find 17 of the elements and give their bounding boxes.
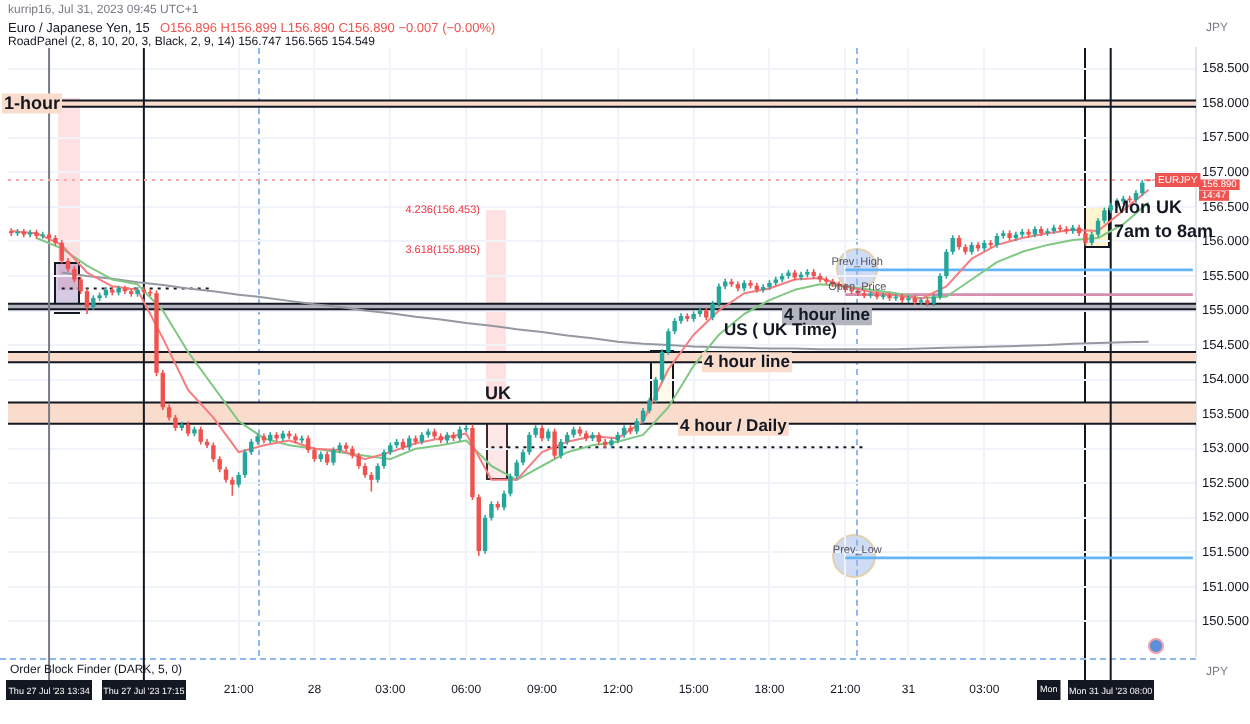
candlestick	[463, 424, 469, 433]
band-label: 4 hour line	[784, 303, 871, 324]
annotation: UK	[485, 382, 512, 403]
annotation: US ( UK Time)	[724, 318, 838, 339]
candlestick	[1095, 217, 1101, 239]
candlestick	[760, 283, 766, 294]
candlestick	[1001, 229, 1006, 240]
candlestick	[59, 239, 64, 265]
annotation: Mon UK	[1114, 196, 1183, 217]
candlestick	[84, 287, 90, 315]
candlestick	[552, 427, 557, 460]
band-label: 1-hour	[4, 92, 61, 113]
candlestick	[129, 287, 134, 298]
candlestick	[369, 471, 374, 493]
candlestick	[558, 438, 564, 460]
band-label: 4 hour / Daily	[680, 414, 788, 435]
band-label: 4 hour line	[704, 351, 791, 372]
